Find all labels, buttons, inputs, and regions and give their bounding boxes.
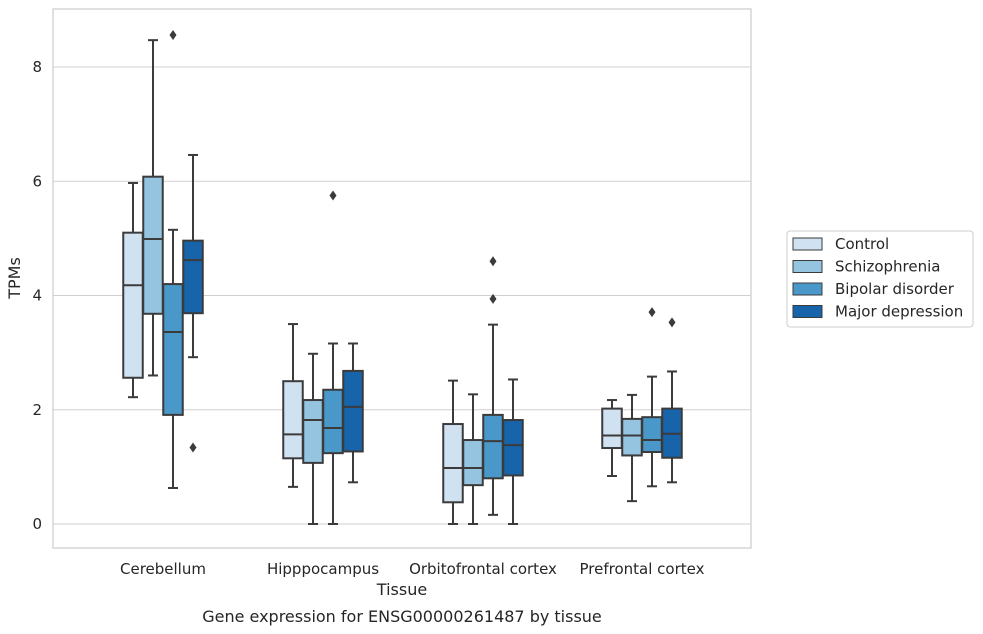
box-group: [282, 323, 304, 488]
plot-frame: [52, 8, 752, 549]
box-iqr: [462, 439, 484, 487]
y-tick-label: 4: [32, 287, 42, 305]
box-group: [482, 256, 504, 516]
legend-label: Schizophrenia: [835, 258, 940, 276]
y-tick-label: 2: [32, 401, 42, 419]
box-group: [601, 399, 623, 478]
outlier-point: [329, 190, 337, 201]
box-iqr: [502, 419, 524, 477]
box-iqr: [162, 283, 184, 416]
box-iqr: [122, 231, 144, 379]
box-iqr: [302, 399, 324, 464]
box-group: [162, 30, 184, 490]
legend-frame: [786, 230, 974, 328]
box-group: [462, 393, 484, 525]
legend-swatch: [792, 305, 823, 318]
box-iqr: [182, 239, 204, 315]
x-tick-label: Prefrontal cortex: [580, 560, 705, 578]
y-axis-label: TPMs: [5, 257, 24, 300]
legend-swatch: [792, 260, 823, 273]
y-tick-label: 8: [32, 58, 42, 76]
box-group: [122, 181, 144, 399]
box-iqr: [482, 413, 504, 480]
legend-label: Control: [835, 235, 889, 253]
outlier-point: [189, 442, 197, 453]
box-iqr: [342, 369, 364, 453]
x-tick-labels: Cerebellum Hipppocampus Orbitofrontal cort…: [120, 560, 705, 578]
y-tick-labels: 0 2 4 6 8: [32, 58, 42, 533]
legend-label: Bipolar disorder: [835, 280, 955, 298]
x-tick-label: Hipppocampus: [267, 560, 379, 578]
outlier-point: [668, 317, 676, 328]
box-group: [621, 393, 643, 503]
box-group: [661, 317, 683, 484]
box-group: [322, 190, 344, 525]
box-group: [142, 39, 164, 377]
box-iqr: [142, 175, 164, 315]
chart-caption: Gene expression for ENSG00000261487 by t…: [202, 607, 602, 626]
legend-items: Control Schizophrenia Bipolar disorder Majo…: [792, 235, 963, 321]
legend: Control Schizophrenia Bipolar disorder Majo…: [786, 230, 974, 328]
y-tick-label: 0: [32, 515, 42, 533]
box-iqr: [621, 417, 643, 457]
box-iqr: [601, 407, 623, 450]
boxes-layer: [122, 30, 683, 525]
y-tick-label: 6: [32, 172, 42, 190]
x-tick-label: Orbitofrontal cortex: [409, 560, 557, 578]
box-group: [442, 379, 464, 525]
outlier-point: [648, 307, 656, 318]
box-group: [641, 307, 663, 488]
box-iqr: [641, 416, 663, 454]
legend-swatch: [792, 282, 823, 296]
outlier-point: [169, 30, 177, 41]
legend-label: Major depression: [835, 303, 963, 321]
box-iqr: [442, 423, 464, 504]
box-iqr: [282, 380, 304, 460]
x-axis-label: Tissue: [376, 580, 427, 599]
outlier-point: [489, 293, 497, 304]
outlier-point: [489, 256, 497, 267]
box-iqr: [322, 388, 344, 455]
box-group: [502, 378, 524, 525]
x-tick-label: Cerebellum: [120, 560, 206, 578]
box-group: [342, 342, 364, 484]
box-group: [182, 153, 204, 453]
legend-swatch: [792, 237, 823, 251]
box-group: [302, 352, 324, 525]
